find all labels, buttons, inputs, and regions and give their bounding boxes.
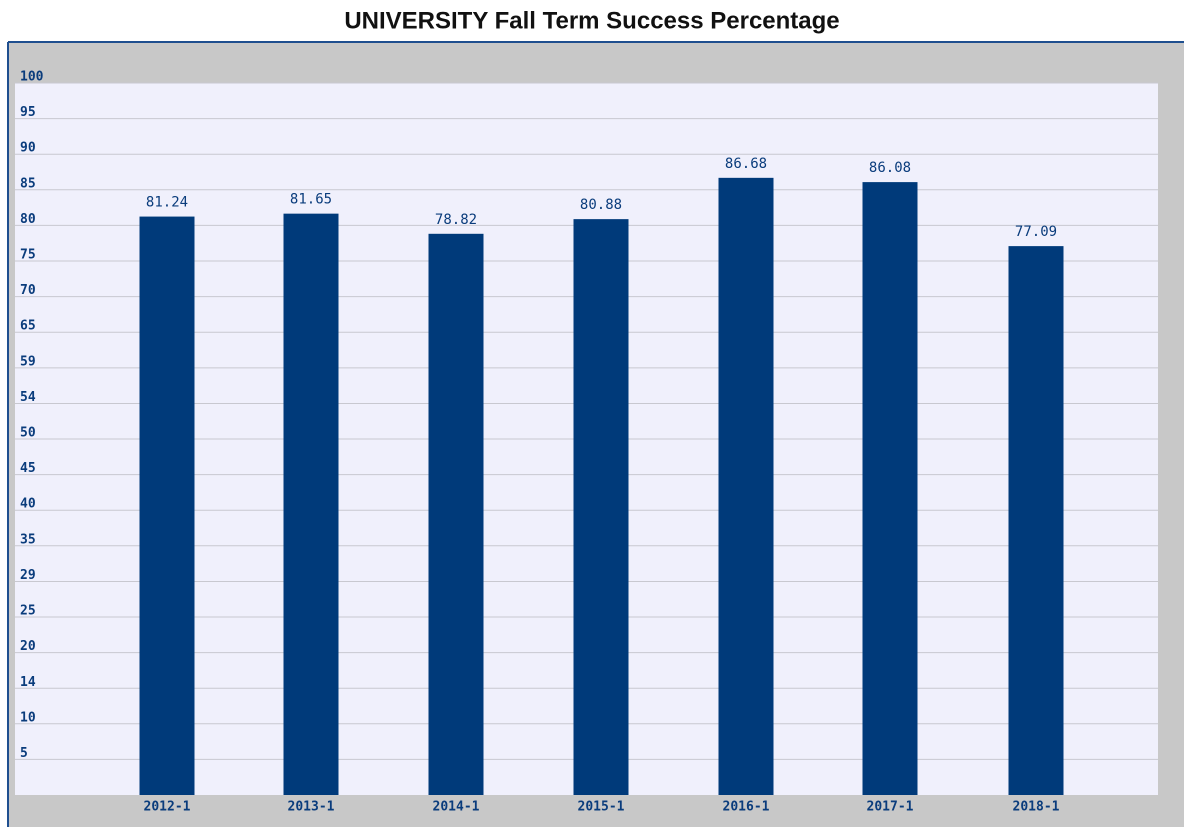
- bar: [428, 233, 484, 795]
- x-tick-label: 2012-1: [144, 800, 191, 815]
- y-tick-label: 25: [20, 604, 36, 619]
- y-tick-label: 20: [20, 639, 36, 654]
- y-tick-label: 54: [20, 390, 36, 405]
- bar: [718, 177, 774, 796]
- y-tick-label: 50: [20, 426, 36, 441]
- y-tick-label: 10: [20, 710, 36, 725]
- x-tick-label: 2015-1: [578, 800, 625, 815]
- y-tick-label: 95: [20, 105, 36, 120]
- y-tick-label: 65: [20, 319, 36, 334]
- bar: [139, 216, 195, 796]
- y-tick-label: 45: [20, 461, 36, 476]
- bar: [573, 219, 629, 795]
- value-label: 81.24: [146, 195, 188, 211]
- x-tick-label: 2014-1: [433, 800, 480, 815]
- y-tick-label: 90: [20, 141, 36, 156]
- y-tick-label: 5: [20, 746, 28, 761]
- value-label: 81.65: [290, 192, 332, 208]
- bar: [283, 213, 339, 796]
- x-tick-label: 2018-1: [1013, 800, 1060, 815]
- y-tick-label: 80: [20, 212, 36, 227]
- chart-title: UNIVERSITY Fall Term Success Percentage: [344, 7, 839, 34]
- y-tick-label: 85: [20, 176, 36, 191]
- x-tick-label: 2017-1: [867, 800, 914, 815]
- y-tick-label: 14: [20, 675, 36, 690]
- y-tick-label: 75: [20, 248, 36, 263]
- y-tick-label: 35: [20, 532, 36, 547]
- bar: [1008, 246, 1064, 795]
- value-label: 86.68: [725, 156, 767, 172]
- y-tick-label: 29: [20, 568, 36, 583]
- value-label: 86.08: [869, 160, 911, 176]
- value-label: 80.88: [580, 197, 622, 213]
- value-label: 78.82: [435, 212, 477, 228]
- y-tick-label: 70: [20, 283, 36, 298]
- y-tick-label: 100: [20, 70, 44, 85]
- y-tick-label: 59: [20, 354, 36, 369]
- bar: [862, 182, 918, 795]
- value-label: 77.09: [1015, 224, 1057, 240]
- x-tick-label: 2013-1: [288, 800, 335, 815]
- x-tick-label: 2016-1: [723, 800, 770, 815]
- y-tick-label: 40: [20, 497, 36, 512]
